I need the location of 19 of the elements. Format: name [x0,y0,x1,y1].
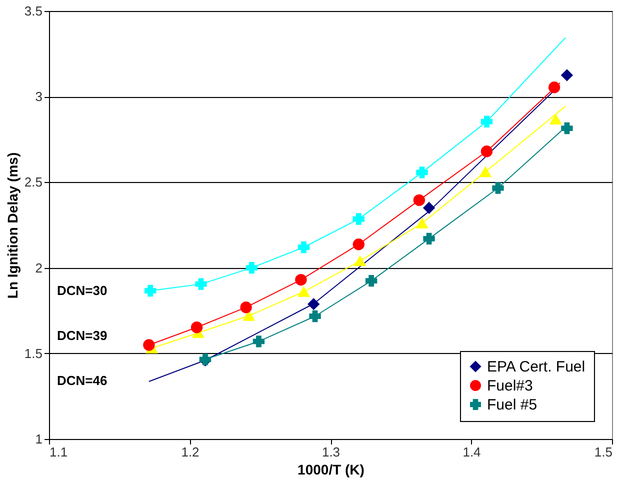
y-axis-title: Ln Ignition Delay (ms) [4,152,20,299]
y-tick-label: 2 [35,260,42,276]
legend-label: Fuel #5 [487,396,538,414]
x-tick-label: 1.3 [322,444,340,460]
x-axis-title: 1000/T (K) [298,462,364,478]
y-tick-label: 1 [35,432,42,446]
annotation: DCN=30 [57,283,108,298]
legend-label: EPA Cert. Fuel [487,358,586,376]
annotation: DCN=39 [57,328,108,343]
x-tick-label: 1.2 [181,444,200,460]
x-tick-label: 1.1 [50,444,68,460]
x-tick-label: 1.5 [594,444,612,460]
y-tick-label: 2.5 [24,174,42,190]
y-tick-label: 1.5 [24,346,42,361]
y-tick-label: 3 [35,89,42,104]
legend-label: Fuel#3 [487,378,533,394]
x-tick-label: 1.4 [462,444,481,460]
y-tick-label: 3.5 [24,4,42,18]
annotation: DCN=46 [57,373,108,388]
